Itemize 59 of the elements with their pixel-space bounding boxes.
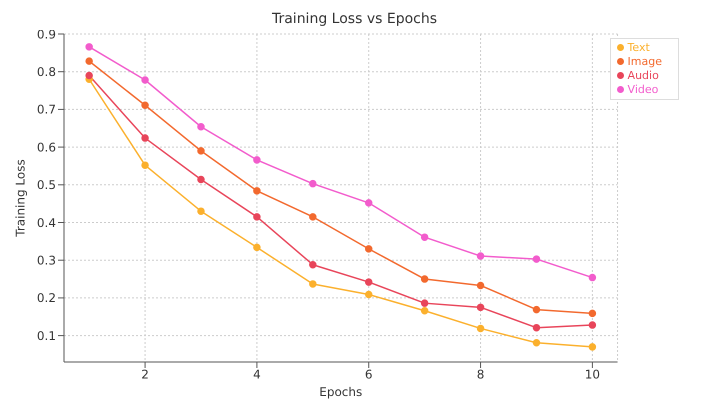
x-tick-label: 8 xyxy=(476,368,484,382)
chart-title: Training Loss vs Epochs xyxy=(272,11,438,27)
point xyxy=(85,57,93,65)
point xyxy=(588,343,596,351)
point xyxy=(364,278,372,286)
point xyxy=(532,324,540,332)
point xyxy=(309,260,317,268)
point xyxy=(85,72,93,80)
point xyxy=(253,213,261,221)
x-tick-label: 10 xyxy=(584,368,600,382)
y-tick-label: 0.1 xyxy=(36,328,56,343)
point xyxy=(141,134,149,142)
y-tick-label: 0.7 xyxy=(36,102,56,117)
point xyxy=(476,304,484,312)
point xyxy=(532,255,540,263)
point xyxy=(197,207,205,215)
point xyxy=(141,161,149,169)
point xyxy=(309,280,317,288)
point xyxy=(476,282,484,290)
point xyxy=(420,275,428,283)
point xyxy=(420,306,428,314)
y-tick-label: 0.8 xyxy=(36,64,56,79)
point xyxy=(364,245,372,253)
point xyxy=(309,180,317,188)
legend-label: Video xyxy=(628,83,658,96)
point xyxy=(420,233,428,241)
legend-label: Image xyxy=(628,55,662,68)
point xyxy=(364,199,372,207)
point xyxy=(588,274,596,282)
point xyxy=(253,244,261,252)
point xyxy=(197,176,205,184)
point xyxy=(253,156,261,164)
point xyxy=(197,122,205,130)
point xyxy=(588,321,596,329)
point xyxy=(364,290,372,298)
y-tick-label: 0.6 xyxy=(36,140,56,154)
point xyxy=(588,310,596,318)
x-tick-label: 2 xyxy=(141,368,149,382)
legend-label: Text xyxy=(628,41,650,54)
point xyxy=(309,213,317,221)
y-axis-title: Training Loss xyxy=(13,159,28,238)
x-tick-label: 6 xyxy=(364,368,373,382)
point xyxy=(532,306,540,314)
y-tick-label: 0.5 xyxy=(36,178,56,192)
point xyxy=(141,76,149,84)
x-axis-title: Epochs xyxy=(319,385,362,399)
legend-label: Audio xyxy=(628,69,659,82)
point xyxy=(476,324,484,332)
y-tick-label: 0.2 xyxy=(36,291,56,306)
point xyxy=(420,299,428,307)
point xyxy=(476,252,484,260)
y-tick-label: 0.3 xyxy=(36,253,56,268)
x-tick-label: 4 xyxy=(253,368,261,382)
point xyxy=(141,102,149,110)
point xyxy=(532,339,540,347)
point xyxy=(197,147,205,155)
point xyxy=(253,187,261,195)
y-tick-label: 0.4 xyxy=(36,216,56,230)
point xyxy=(85,43,93,51)
